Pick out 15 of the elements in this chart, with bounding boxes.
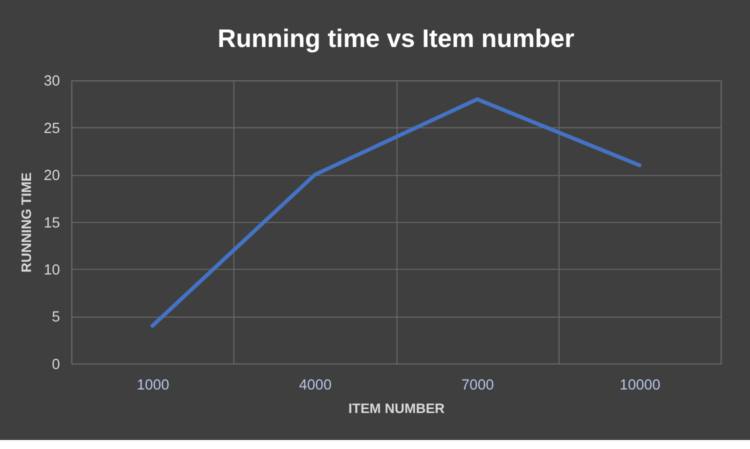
line-series [150, 97, 642, 328]
chart-title: Running time vs Item number [218, 25, 574, 54]
y-tick-label: 0 [52, 356, 60, 373]
y-tick-label: 5 [52, 310, 60, 326]
y-tick-label: 30 [44, 74, 60, 90]
x-tick-label: 4000 [299, 377, 332, 394]
x-tick-label: 1000 [136, 377, 170, 394]
y-tick-label: 25 [44, 120, 60, 137]
y-tick-label: 10 [44, 262, 60, 279]
x-axis-title: ITEM NUMBER [348, 400, 445, 416]
y-tick-label: 20 [44, 168, 60, 184]
x-tick-label: 7000 [461, 377, 494, 394]
y-tick-label: 15 [44, 215, 60, 232]
y-axis-title: RUNNING TIME [19, 172, 34, 273]
x-tick-label: 10000 [620, 377, 660, 394]
